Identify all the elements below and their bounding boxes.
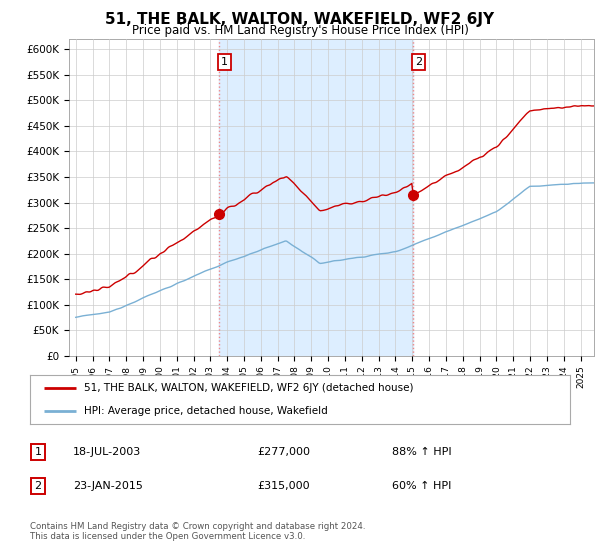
Text: 2: 2 [35,481,41,491]
Text: 51, THE BALK, WALTON, WAKEFIELD, WF2 6JY (detached house): 51, THE BALK, WALTON, WAKEFIELD, WF2 6JY… [84,384,413,394]
Text: 18-JUL-2003: 18-JUL-2003 [73,447,142,457]
Text: 51, THE BALK, WALTON, WAKEFIELD, WF2 6JY: 51, THE BALK, WALTON, WAKEFIELD, WF2 6JY [106,12,494,27]
Bar [220,39,413,356]
Text: 23-JAN-2015: 23-JAN-2015 [73,481,143,491]
Text: £277,000: £277,000 [257,447,310,457]
Text: Contains HM Land Registry data © Crown copyright and database right 2024.
This d: Contains HM Land Registry data © Crown c… [30,522,365,542]
Text: 88% ↑ HPI: 88% ↑ HPI [392,447,451,457]
Text: Price paid vs. HM Land Registry's House Price Index (HPI): Price paid vs. HM Land Registry's House … [131,24,469,37]
Text: 2: 2 [415,57,422,67]
Text: HPI: Average price, detached house, Wakefield: HPI: Average price, detached house, Wake… [84,406,328,416]
Text: £315,000: £315,000 [257,481,310,491]
Text: 60% ↑ HPI: 60% ↑ HPI [392,481,451,491]
Text: 1: 1 [221,57,228,67]
Text: 1: 1 [35,447,41,457]
